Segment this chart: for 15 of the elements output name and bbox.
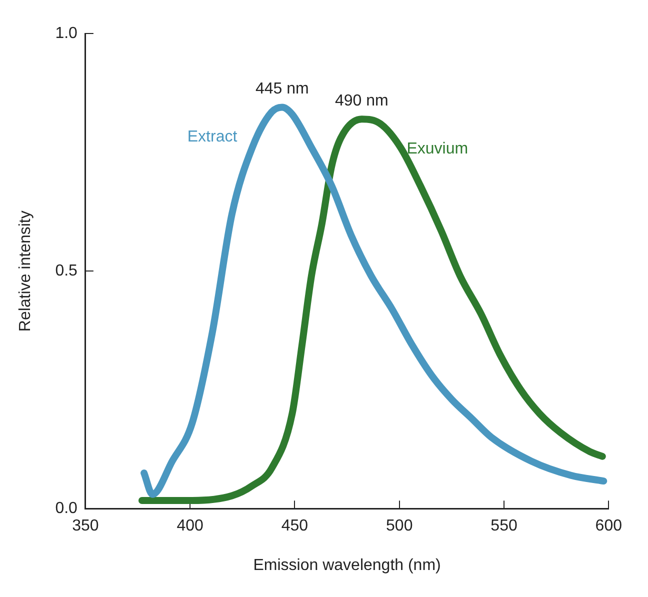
series-label: Exuvium — [406, 140, 468, 158]
y-tick-label: 0.0 — [55, 500, 78, 518]
x-tick-label: 350 — [72, 518, 99, 535]
annotation: 445 nm — [255, 80, 309, 98]
annotation: 490 nm — [335, 92, 388, 110]
x-tick-label: 500 — [386, 518, 413, 535]
series-label: Extract — [187, 128, 238, 146]
x-axis-title: Emission wavelength (nm) — [253, 556, 441, 574]
y-axis-title: Relative intensity — [17, 210, 34, 332]
y-tick-label: 1.0 — [55, 25, 78, 42]
y-tick-label: 0.5 — [55, 262, 78, 280]
x-tick-label: 450 — [281, 518, 308, 535]
x-tick-label: 550 — [490, 518, 518, 535]
x-tick-label: 600 — [595, 518, 622, 535]
x-tick-label: 400 — [176, 518, 204, 535]
